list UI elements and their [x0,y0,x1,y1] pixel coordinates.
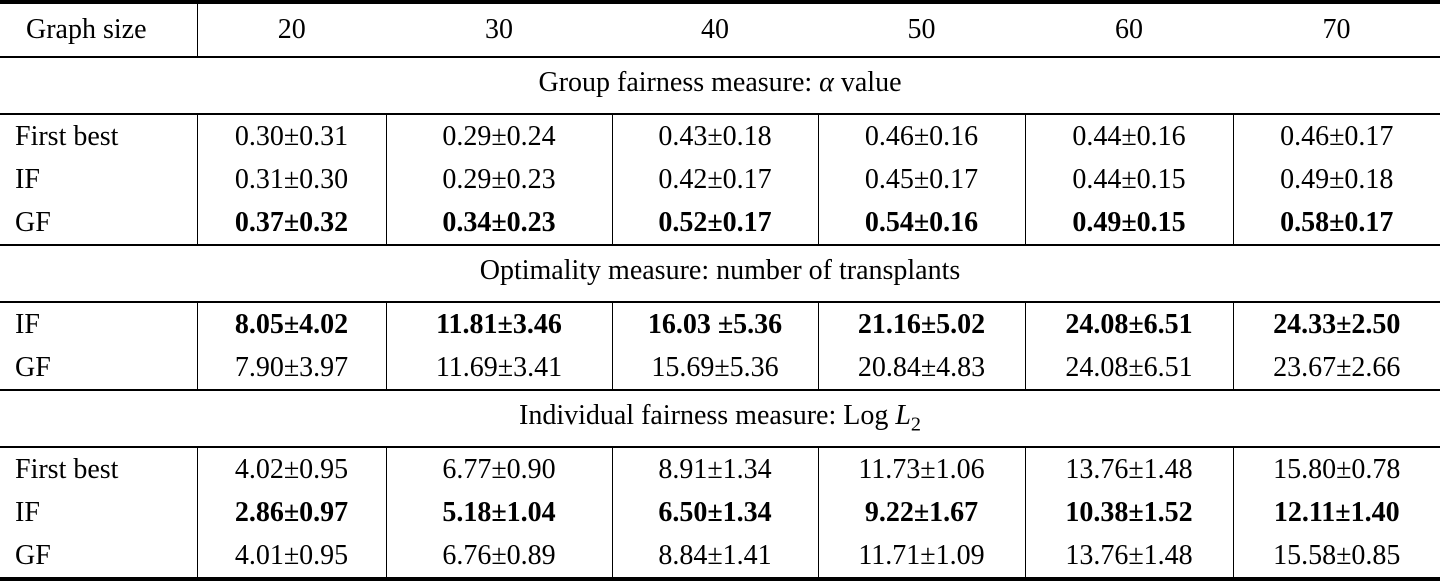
data-cell: 4.02±0.95 [196,447,386,491]
data-cell: 8.91±1.34 [611,447,818,491]
table-row-if: IF 8.05±4.02 11.81±3.46 16.03 ±5.36 21.1… [0,302,1440,346]
data-cell: 6.77±0.90 [385,447,612,491]
data-cell: 0.58±0.17 [1232,201,1440,246]
data-cell: 15.58±0.85 [1232,534,1440,579]
data-cell: 0.44±0.15 [1024,158,1233,201]
data-cell: 0.45±0.17 [817,158,1025,201]
data-cell: 10.38±1.52 [1024,491,1233,534]
data-cell: 8.84±1.41 [611,534,818,579]
data-cell: 16.03 ±5.36 [611,302,818,346]
data-cell: 21.16±5.02 [817,302,1025,346]
data-cell: 24.08±6.51 [1024,302,1233,346]
data-cell: 15.69±5.36 [611,346,818,391]
row-label: GF [0,346,197,391]
data-cell: 23.67±2.66 [1232,346,1440,391]
table-row-gf: GF 7.90±3.97 11.69±3.41 15.69±5.36 20.84… [0,346,1440,391]
data-cell: 6.76±0.89 [385,534,612,579]
data-cell: 0.46±0.16 [817,114,1025,158]
section-title-text: value [833,67,902,99]
data-cell: 8.05±4.02 [196,302,386,346]
data-cell: 24.33±2.50 [1232,302,1440,346]
section-title-individual-fairness: Individual fairness measure: Log L2 [0,390,1440,448]
data-cell: 20.84±4.83 [817,346,1025,391]
data-cell: 7.90±3.97 [196,346,386,391]
data-cell: 0.34±0.23 [385,201,612,246]
data-cell: 0.29±0.23 [385,158,612,201]
section-title-optimality: Optimality measure: number of transplant… [0,245,1440,303]
table-row-if: IF 0.31±0.30 0.29±0.23 0.42±0.17 0.45±0.… [0,158,1440,201]
data-cell: 0.29±0.24 [385,114,612,158]
section-title-text: Individual fairness measure: Log [519,400,896,432]
column-header-60: 60 [1025,2,1233,58]
data-cell: 0.43±0.18 [611,114,818,158]
section-title-row-group-fairness: Group fairness measure: α value [0,57,1440,115]
data-cell: 12.11±1.40 [1232,491,1440,534]
column-header-50: 50 [818,2,1025,58]
column-header-70: 70 [1233,2,1440,58]
table-row-gf: GF 4.01±0.95 6.76±0.89 8.84±1.41 11.71±1… [0,534,1440,579]
column-header-20: 20 [197,2,386,58]
data-cell: 11.73±1.06 [817,447,1025,491]
title-subscript: 2 [910,413,921,436]
data-cell: 24.08±6.51 [1024,346,1233,391]
data-cell: 0.30±0.31 [196,114,386,158]
data-cell: 0.44±0.16 [1024,114,1233,158]
data-cell: 11.69±3.41 [385,346,612,391]
data-cell: 13.76±1.48 [1024,534,1233,579]
data-cell: 0.37±0.32 [196,201,386,246]
section-title-row-optimality: Optimality measure: number of transplant… [0,245,1440,303]
table-row-first-best: First best 0.30±0.31 0.29±0.24 0.43±0.18… [0,114,1440,158]
data-cell: 0.49±0.18 [1232,158,1440,201]
section-title-text: Optimality measure: number of transplant… [479,255,961,287]
data-cell: 11.71±1.09 [817,534,1025,579]
graph-size-header: Graph size [0,2,198,58]
table-row-gf: GF 0.37±0.32 0.34±0.23 0.52±0.17 0.54±0.… [0,201,1440,246]
data-cell: 0.49±0.15 [1024,201,1233,246]
data-cell: 11.81±3.46 [385,302,612,346]
data-cell: 2.86±0.97 [196,491,386,534]
data-cell: 0.46±0.17 [1232,114,1440,158]
row-label: First best [15,453,119,485]
table-row-if: IF 2.86±0.97 5.18±1.04 6.50±1.34 9.22±1.… [0,491,1440,534]
table-row-first-best: First best 4.02±0.95 6.77±0.90 8.91±1.34… [0,447,1440,491]
section-title-group-fairness: Group fairness measure: α value [0,57,1440,115]
l2-norm-symbol: L [895,400,911,432]
section-title-text: Group fairness measure: [538,67,820,99]
data-cell: 4.01±0.95 [196,534,386,579]
data-cell: 13.76±1.48 [1024,447,1233,491]
alpha-symbol: α [819,67,834,99]
data-cell: 15.80±0.78 [1232,447,1440,491]
data-cell: 9.22±1.67 [817,491,1025,534]
data-cell: 0.42±0.17 [611,158,818,201]
row-label: IF [15,308,40,340]
data-cell: 6.50±1.34 [611,491,818,534]
column-header-30: 30 [386,2,612,58]
row-label: First best [15,120,119,152]
data-cell: 5.18±1.04 [385,491,612,534]
row-label: GF [15,539,51,571]
row-label: IF [15,163,40,195]
column-header-40: 40 [612,2,818,58]
data-cell: 0.54±0.16 [817,201,1025,246]
section-title-row-individual-fairness: Individual fairness measure: Log L2 [0,390,1440,448]
row-label: GF [0,201,197,246]
data-cell: 0.52±0.17 [611,201,818,246]
data-cell: 0.31±0.30 [196,158,386,201]
header-row: Graph size 20 30 40 50 60 70 [0,2,1440,58]
row-label: IF [15,496,40,528]
